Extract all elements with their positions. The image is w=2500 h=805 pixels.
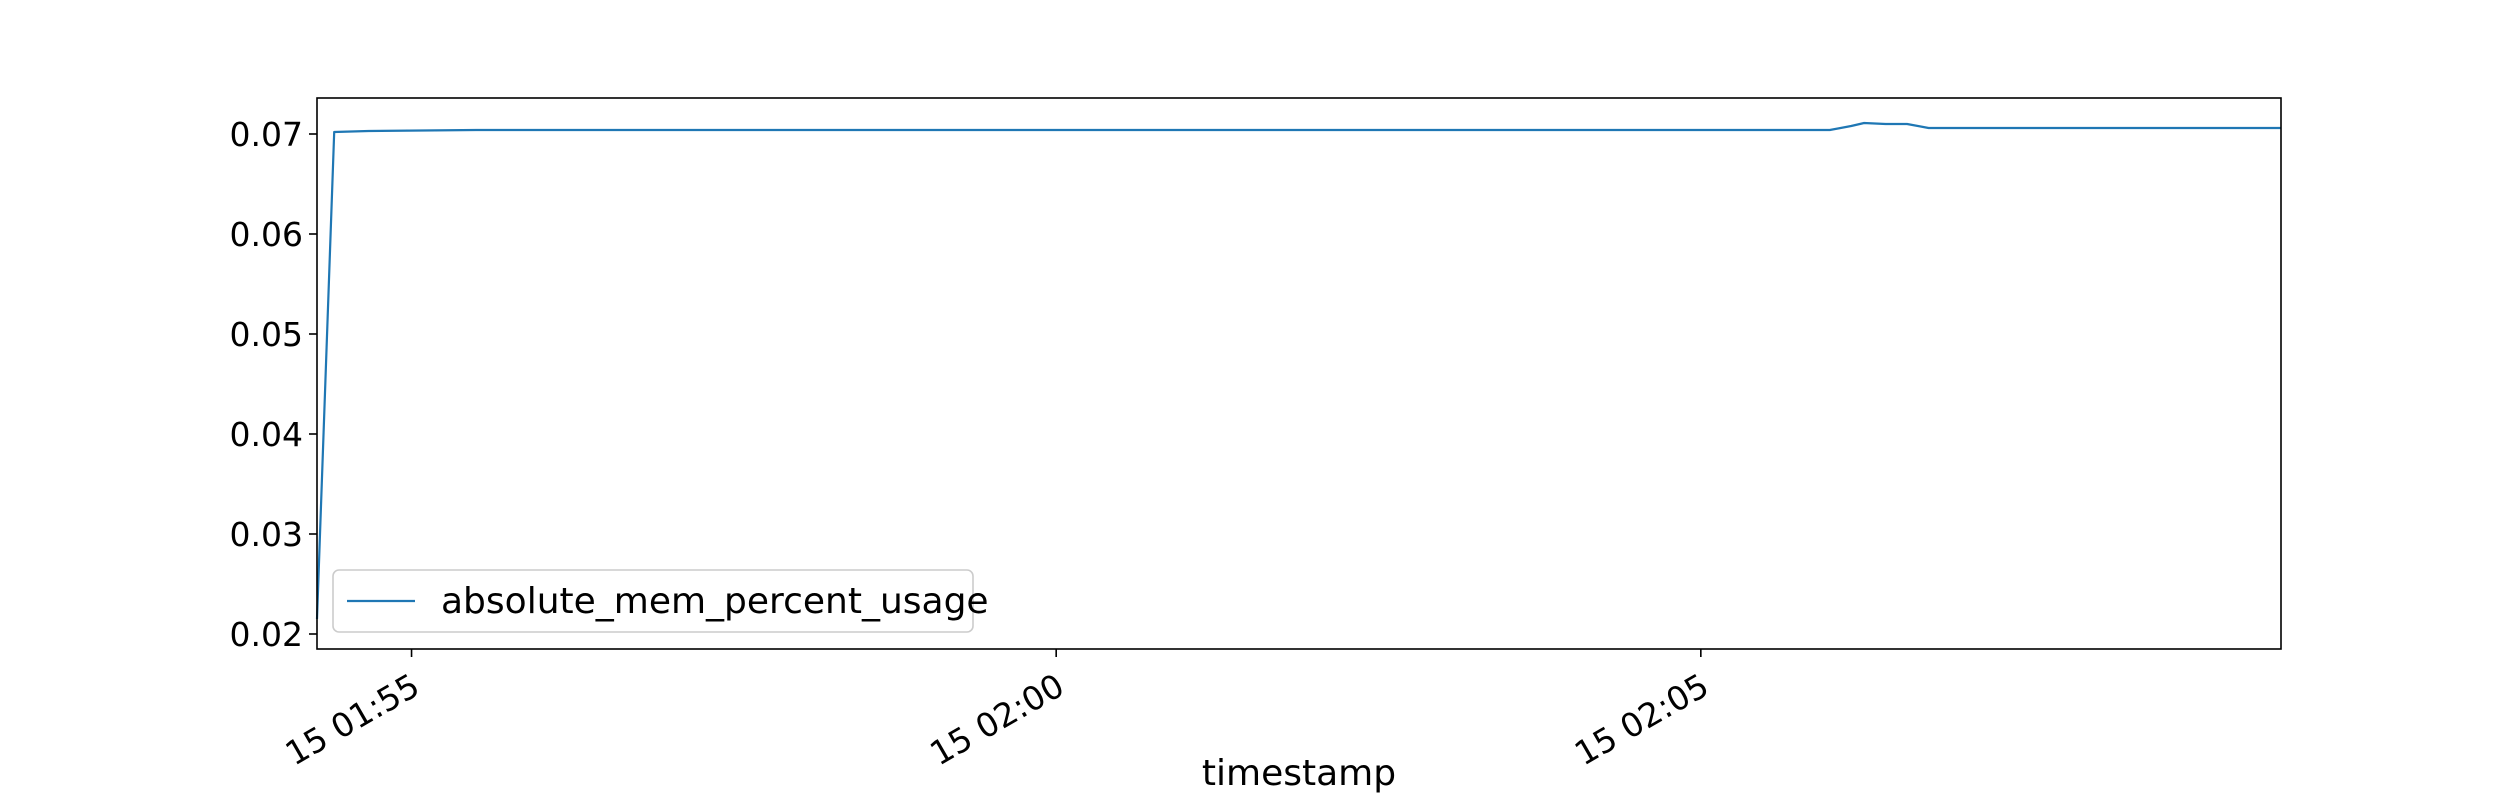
y-axis-ticks: 0.02 0.03 0.04 0.05 0.06 0.07 bbox=[230, 115, 317, 654]
legend-label: absolute_mem_percent_usage bbox=[441, 581, 989, 622]
legend: absolute_mem_percent_usage bbox=[332, 569, 989, 633]
y-tick-label: 0.04 bbox=[230, 415, 303, 454]
y-tick-label: 0.06 bbox=[230, 215, 303, 254]
series-line bbox=[315, 121, 2281, 620]
x-tick-label: 15 02:05 bbox=[1568, 666, 1715, 774]
x-tick-label: 15 02:00 bbox=[923, 666, 1070, 774]
y-tick-label: 0.03 bbox=[230, 515, 303, 554]
legend-box bbox=[332, 569, 974, 633]
y-tick-label: 0.05 bbox=[230, 315, 303, 354]
plot-frame bbox=[316, 97, 2282, 650]
y-tick-label: 0.02 bbox=[230, 615, 303, 654]
x-tick-label: 15 01:55 bbox=[279, 666, 426, 774]
x-axis-label: timestamp bbox=[1202, 753, 1396, 794]
series-layer bbox=[315, 121, 2281, 620]
y-tick-label: 0.07 bbox=[230, 115, 303, 154]
x-axis-ticks: 15 01:55 15 02:00 15 02:05 bbox=[279, 649, 1715, 774]
